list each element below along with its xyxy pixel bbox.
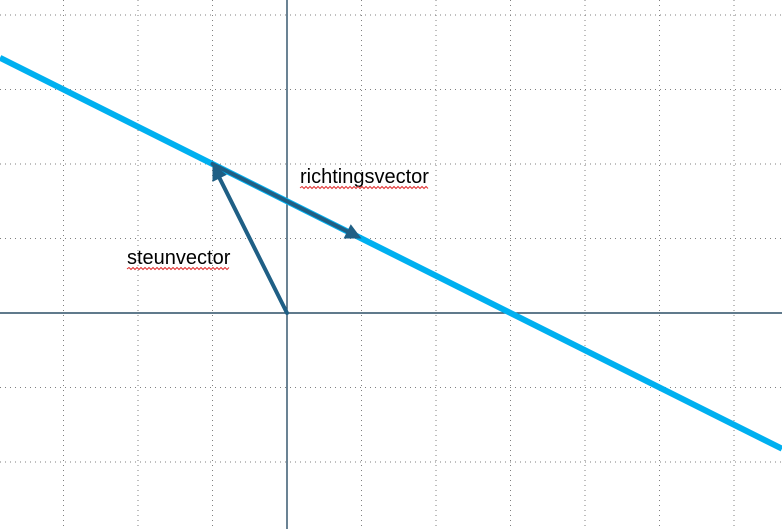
richtingsvector-arrow xyxy=(210,162,350,234)
steunvector-label: steunvector xyxy=(127,247,231,269)
steunvector-arrow xyxy=(217,176,289,315)
richtingsvector-spellcheck-underline xyxy=(299,185,429,190)
richtingsvector-arrowhead xyxy=(343,224,362,239)
steunvector-spellcheck-underline xyxy=(126,266,230,271)
line xyxy=(0,55,782,452)
richtingsvector-label: richtingsvector xyxy=(300,166,429,188)
steunvector-arrowhead xyxy=(212,164,227,182)
